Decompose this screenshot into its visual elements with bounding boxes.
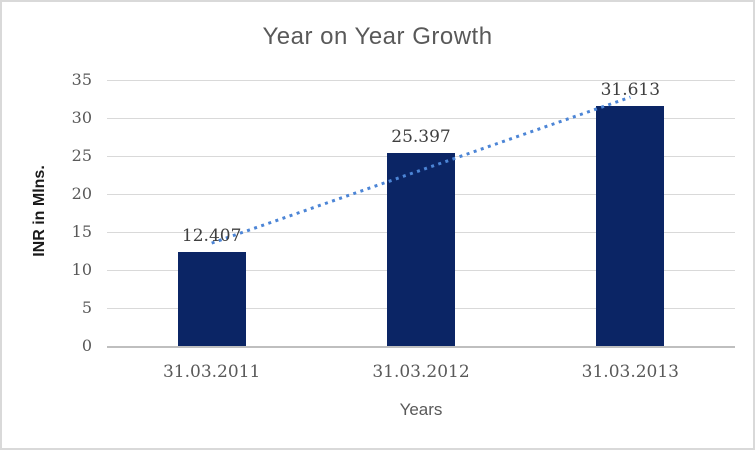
gridline — [107, 79, 735, 81]
gridline — [107, 117, 735, 119]
y-tick-label: 10 — [71, 260, 92, 279]
x-axis-title: Years — [399, 400, 443, 419]
bar-value-label: 25.397 — [391, 126, 451, 147]
y-axis-title: INR in Mlns. — [31, 165, 48, 257]
bar-31.03.2011 — [177, 251, 246, 346]
y-tick-label: 20 — [71, 184, 92, 203]
x-category-label: 31.03.2013 — [581, 362, 679, 382]
bar-31.03.2012 — [387, 152, 455, 346]
bar-value-label: 31.613 — [600, 79, 661, 100]
chart-title: Year on Year Growth — [262, 23, 493, 50]
y-tick-label: 5 — [81, 298, 92, 317]
y-tick-label: 35 — [71, 70, 92, 89]
y-tick-label: 0 — [81, 336, 92, 355]
x-category-label: 31.03.2011 — [162, 362, 261, 382]
plot-area: 12.407 25.397 31.613 — [107, 79, 735, 348]
bar-31.03.2013 — [596, 105, 665, 346]
bar-value-label: 12.407 — [181, 225, 242, 246]
x-category-label: 31.03.2012 — [372, 362, 470, 382]
y-tick-label: 25 — [71, 146, 92, 165]
y-tick-label: 15 — [71, 222, 92, 241]
trendline — [211, 95, 631, 245]
y-tick-label: 30 — [71, 108, 92, 127]
